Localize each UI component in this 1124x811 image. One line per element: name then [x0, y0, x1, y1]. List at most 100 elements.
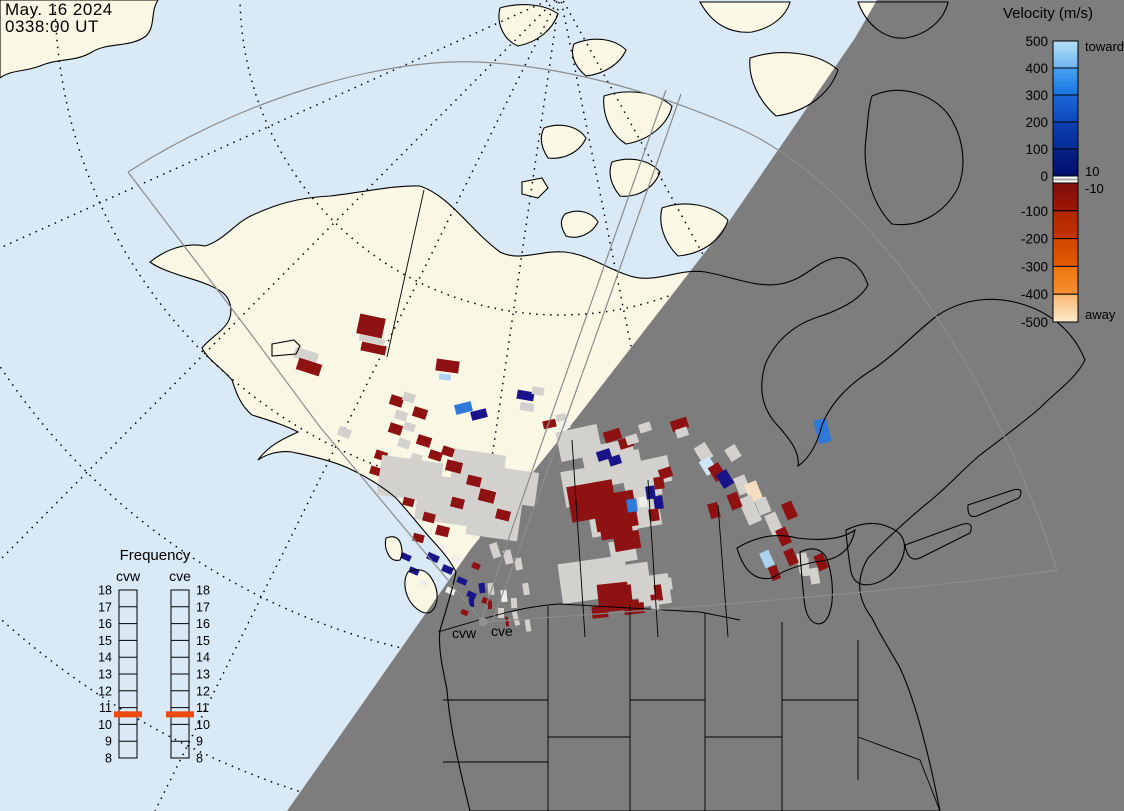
map-data-cell [611, 552, 627, 572]
frequency-tick-label: 11 [99, 701, 112, 715]
radar-label-cve: cve [491, 623, 513, 639]
political-borders [386, 189, 941, 811]
map-data-cell [638, 496, 648, 508]
map-data-cell [653, 495, 664, 510]
map-data-cell [435, 358, 460, 374]
map-data-cell [450, 554, 462, 565]
frequency-scales: 18 17 16 15 14 13 12 11 10 9 8 18 17 16 15 14 13 12 11 10 9 8 [98, 584, 210, 766]
velocity-colorbar-segment [1052, 67, 1079, 96]
radar-site-dot [478, 617, 488, 627]
map-data-cell [743, 480, 764, 504]
map-data-cell [440, 445, 456, 458]
map-data-cell [531, 386, 545, 396]
velocity-tick-label: 400 [1025, 61, 1048, 76]
map-data-cell [726, 491, 743, 511]
map-data-cell [602, 427, 623, 444]
map-data-cell [427, 449, 444, 462]
frequency-tick-label: 9 [105, 735, 112, 749]
map-data-cell [408, 566, 420, 576]
frequency-tick-label: 10 [98, 718, 112, 732]
frequency-tick-label: 12 [98, 684, 112, 698]
map-data-cell [396, 437, 412, 450]
velocity-tick-label: -500 [1021, 315, 1048, 330]
velocity-tick-label: -400 [1021, 287, 1048, 302]
map-data-cell [500, 589, 508, 603]
velocity-tick-label: 200 [1025, 115, 1048, 130]
map-data-cell [648, 508, 660, 522]
toward-label: toward [1085, 39, 1124, 54]
velocity-tick-label: -300 [1021, 259, 1048, 274]
map-data-cell [759, 549, 775, 569]
map-data-cell [356, 313, 386, 339]
map-data-cell [781, 500, 798, 521]
frequency-tick-label: 10 [196, 718, 210, 732]
velocity-tick-label: -200 [1021, 232, 1048, 247]
map-data-cell [465, 474, 483, 488]
map-data-cell [661, 577, 673, 591]
map-data-cell [653, 476, 665, 490]
map-data-cell [387, 422, 404, 436]
map-data-cell [388, 394, 405, 408]
map-data-cell [707, 501, 721, 520]
radar-site-labels: cvw cve [452, 623, 513, 641]
velocity-colorbar-segment [1052, 265, 1079, 295]
velocity-colorbar-segment [1052, 121, 1079, 150]
map-data-cell [737, 494, 763, 526]
map-data-cell [415, 434, 433, 448]
map-data-cell [724, 443, 742, 463]
frequency-marker-cvw [114, 711, 142, 718]
map-data-cell [674, 426, 690, 439]
velocity-tick-label: 300 [1025, 88, 1048, 103]
map-data-cell [434, 541, 446, 552]
map-data-cell [292, 346, 320, 365]
map-data-cell [488, 601, 492, 609]
map-data-cell [477, 488, 497, 504]
neg-threshold-label: -10 [1085, 181, 1104, 196]
velocity-tick-label: -100 [1021, 204, 1048, 219]
frequency-tick-label: 12 [196, 684, 210, 698]
frequency-tick-label: 14 [98, 651, 112, 665]
map-data-cell [555, 413, 567, 422]
map-data-cell [645, 485, 656, 500]
map-data-cell [626, 498, 638, 513]
velocity-colorbar-segment [1052, 210, 1079, 240]
map-data-cell [494, 467, 540, 507]
map-data-cell [800, 557, 810, 577]
time-label: 0338:00 UT [5, 17, 99, 36]
velocity-colorbar [1052, 40, 1079, 323]
map-data-cell [336, 425, 353, 440]
map-data-cell [612, 529, 642, 553]
map-data-cell [401, 391, 417, 404]
map-data-cell [624, 433, 640, 446]
frequency-column-label-cve: cve [169, 568, 191, 584]
map-data-cell [511, 611, 521, 626]
map-data-cell [360, 341, 387, 356]
velocity-colorbar-segment [1052, 40, 1079, 69]
map-data-cell [504, 616, 510, 627]
map-data-cell [441, 564, 454, 575]
map-data-cell [813, 552, 829, 572]
map-data-cell [470, 408, 488, 421]
map-data-cell [400, 552, 412, 562]
map-data-cell [514, 557, 523, 571]
map-data-cell [393, 409, 409, 422]
map-data-cell [498, 608, 504, 618]
frequency-tick-label: 17 [98, 600, 112, 614]
map-data-cell [369, 465, 382, 477]
velocity-colorbar-segment [1052, 182, 1079, 212]
map-data-cell [524, 619, 532, 632]
map-data-cell [434, 524, 451, 538]
map-data-cell [591, 605, 609, 619]
velocity-colorbar-segment [1052, 148, 1079, 177]
map-data-cell [403, 421, 416, 433]
velocity-zero-line [1054, 178, 1077, 181]
frequency-tick-label: 18 [196, 584, 210, 598]
velocity-tick-label: 0 [1040, 169, 1048, 184]
frequency-tick-label: 15 [196, 634, 210, 648]
map-data-cell [358, 334, 386, 346]
date-label: May. 16 2024 [5, 0, 113, 19]
map-data-cell [445, 586, 456, 596]
velocity-colorbar-segment [1052, 293, 1079, 323]
map-data-cell [471, 561, 481, 571]
map-data-cell [637, 421, 653, 434]
